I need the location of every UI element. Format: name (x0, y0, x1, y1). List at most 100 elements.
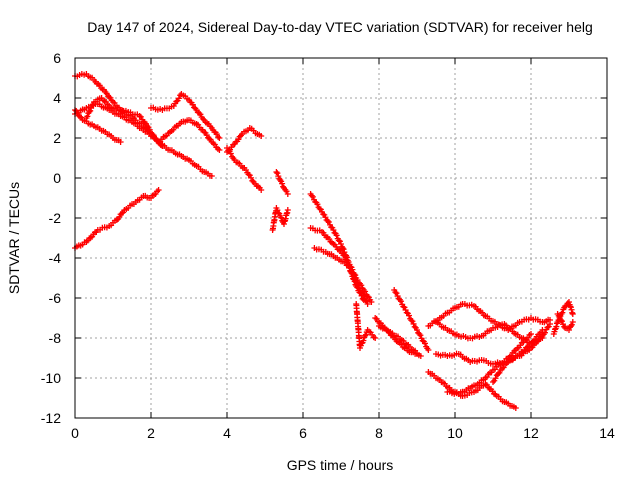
series-track-17 (391, 287, 432, 353)
data-point-trace (279, 180, 286, 187)
data-point (273, 169, 280, 175)
data-point-trace (410, 320, 417, 327)
data-point-trace (360, 337, 367, 344)
data-point (364, 301, 371, 307)
x-tick-label: 6 (299, 425, 307, 441)
data-point-trace (335, 237, 342, 244)
data-point (284, 191, 291, 197)
y-tick-label: 6 (53, 50, 61, 66)
series-track-22 (425, 369, 519, 411)
data-point-trace (325, 219, 332, 226)
data-point-trace (189, 101, 196, 108)
data-point-trace (343, 256, 350, 263)
y-tick-label: -4 (49, 250, 62, 266)
data-point-trace (421, 340, 428, 347)
plot-frame (74, 57, 608, 419)
y-axis-label: SDTVAR / TECUs (6, 182, 22, 294)
data-point-trace (314, 201, 321, 208)
data-point-trace (495, 370, 502, 377)
series-layer (72, 71, 576, 411)
data-point-trace (173, 98, 180, 105)
data-point (155, 187, 162, 193)
data-point (117, 139, 124, 145)
data-point-trace (392, 289, 399, 296)
data-point-trace (196, 110, 203, 117)
x-tick-label: 0 (71, 425, 79, 441)
data-point-trace (568, 321, 575, 328)
data-point-trace (84, 113, 91, 120)
data-point-trace (215, 134, 222, 141)
data-point (159, 143, 166, 149)
data-point-trace (557, 317, 564, 324)
data-point-trace (336, 238, 343, 245)
y-tick-label: -6 (49, 290, 62, 306)
data-point-trace (567, 323, 574, 330)
series-track-20 (433, 319, 546, 347)
data-point-trace (249, 177, 256, 184)
data-point-trace (197, 111, 204, 118)
data-point-trace (362, 332, 369, 339)
data-point (216, 147, 223, 153)
data-point-trace (398, 298, 405, 305)
data-point (144, 123, 151, 129)
data-point (414, 351, 420, 357)
series-track-15 (353, 301, 379, 351)
data-point (539, 327, 546, 333)
data-point-trace (175, 95, 182, 102)
data-point-trace (558, 318, 565, 325)
data-point-trace (248, 174, 255, 181)
data-point-trace (146, 126, 153, 133)
series-track-1 (72, 71, 215, 179)
data-point-trace (86, 108, 93, 115)
data-point-trace (393, 290, 400, 297)
data-point-trace (150, 132, 157, 139)
y-tick-label: -8 (49, 330, 62, 346)
data-point (243, 167, 249, 173)
data-point-trace (206, 135, 213, 142)
data-point (136, 113, 143, 119)
series-track-14 (311, 245, 367, 303)
series-track-4 (83, 95, 166, 149)
data-point-trace (280, 183, 287, 190)
series-track-5 (148, 91, 223, 141)
data-point-trace (89, 102, 96, 109)
data-point (330, 227, 337, 233)
data-point-trace (309, 193, 316, 200)
data-point-trace (103, 90, 110, 97)
data-point-trace (118, 210, 125, 217)
series-track-11 (269, 205, 291, 233)
data-point-trace (394, 293, 401, 300)
x-tick-label: 8 (375, 425, 383, 441)
series-track-26 (554, 311, 576, 333)
tick-layer: 0 2 4 6 8 10 12 14 -12 -10 -8 -6 -4 -2 0 2 4 6 (41, 50, 615, 441)
data-point-trace (354, 284, 361, 291)
data-point-trace (278, 214, 285, 221)
data-point (201, 129, 208, 135)
grid-layer (75, 58, 607, 418)
data-point (372, 315, 379, 321)
data-point-trace (77, 113, 84, 120)
data-point-trace (245, 171, 252, 178)
data-point-trace (87, 107, 94, 114)
data-point (414, 327, 420, 333)
series-track-6 (155, 117, 223, 153)
series-track-23 (444, 331, 534, 397)
data-point (569, 311, 576, 317)
data-point (208, 173, 215, 179)
data-point (216, 135, 223, 141)
data-point (277, 177, 284, 183)
data-point-trace (88, 104, 95, 111)
series-track-25 (550, 299, 576, 337)
data-point (360, 297, 367, 303)
data-point-trace (544, 324, 551, 331)
series-track-10 (273, 169, 291, 197)
data-point (258, 133, 265, 139)
data-point-trace (308, 192, 315, 199)
y-tick-label: -12 (41, 410, 61, 426)
data-point (258, 187, 265, 193)
series-track-9 (224, 145, 265, 193)
data-point (528, 331, 534, 337)
data-point (284, 207, 291, 213)
data-point (566, 327, 572, 333)
